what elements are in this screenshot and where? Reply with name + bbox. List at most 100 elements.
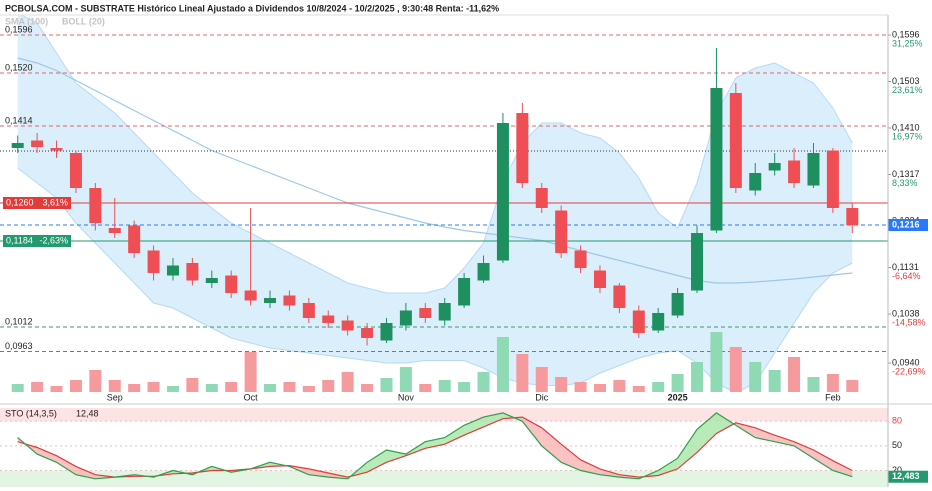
candle-body — [458, 278, 471, 306]
sto-fill — [444, 425, 465, 445]
volume-bar — [128, 384, 141, 392]
volume-bar — [89, 370, 102, 392]
y-tick-pct: 31,25% — [892, 38, 923, 48]
candle-body — [283, 295, 296, 306]
candle-body — [574, 250, 587, 268]
sto-fill — [697, 412, 717, 453]
level-pct: 3,61% — [42, 197, 68, 207]
x-tick-label: Dic — [535, 392, 548, 402]
candle-body — [186, 263, 199, 281]
volume-bar — [749, 362, 762, 392]
y-tick-pct: 8,33% — [892, 178, 918, 188]
sto-fill — [464, 417, 484, 436]
sto-fill — [794, 441, 814, 459]
level-label: 0,1260 — [6, 197, 34, 207]
sto-tick-label: 80 — [892, 416, 902, 426]
sto-title: STO (14,3,5) — [5, 408, 57, 418]
x-tick-label: Oct — [244, 392, 259, 402]
sto-last-label: 12,483 — [892, 471, 920, 481]
candle-body — [89, 188, 102, 223]
level-box — [3, 197, 71, 209]
overbought-band — [0, 408, 888, 422]
y-tick-pct: -6,64% — [892, 271, 921, 281]
last-price-label: 0,1216 — [892, 219, 920, 229]
sto-tick-label: 20 — [892, 465, 902, 475]
candle-body — [768, 163, 781, 171]
volume-bar — [264, 384, 277, 392]
volume-bar — [788, 357, 801, 392]
candle-body — [516, 113, 529, 183]
volume-bar — [361, 384, 374, 392]
volume-bar — [458, 382, 471, 392]
candle-body — [846, 208, 859, 225]
sto-fill — [677, 429, 698, 469]
y-tick-label: 0,1131 — [892, 262, 919, 272]
volume-bar — [613, 380, 626, 392]
candle-body — [652, 313, 665, 331]
legend-sma: SMA (100) — [5, 16, 48, 26]
sto-fill — [75, 466, 96, 479]
volume-bar — [205, 384, 218, 392]
candle-body — [108, 228, 121, 233]
y-tick-label: 0,1503 — [892, 76, 920, 86]
main-plot — [0, 15, 888, 392]
sto-fill — [813, 449, 833, 471]
volume-bar — [283, 382, 296, 392]
candle-body — [749, 173, 762, 191]
candle-body — [205, 278, 218, 283]
candle-body — [147, 250, 160, 273]
candle-body — [264, 298, 277, 303]
sto-fill — [522, 417, 542, 446]
y-tick-label: 0,1038 — [892, 308, 920, 318]
volume-bar — [147, 382, 160, 392]
candle-body — [496, 123, 509, 261]
volume-bar — [807, 377, 820, 392]
candle-body — [807, 153, 820, 186]
volume-bar — [69, 380, 82, 392]
candle-body — [555, 210, 568, 253]
legend-boll: BOLL (20) — [62, 16, 105, 26]
y-tick-label: 0,1410 — [892, 122, 920, 132]
volume-bar — [438, 380, 451, 392]
level-label: 0,1596 — [5, 24, 33, 34]
candle-body — [244, 290, 257, 301]
sto-fill — [367, 449, 387, 473]
candle-body — [826, 150, 839, 208]
candle-body — [691, 233, 704, 291]
volume-bar — [108, 380, 121, 392]
sto-fill — [37, 447, 57, 463]
y-tick-pct: 16,97% — [892, 131, 923, 141]
candle-body — [438, 303, 451, 321]
y-tick-pct: 23,61% — [892, 85, 923, 95]
y-tick-pct: -22,69% — [892, 366, 926, 376]
chart-title: PCBOLSA.COM - SUBSTRATE Histórico Lineal… — [5, 3, 499, 13]
volume-bar — [652, 382, 665, 392]
candle-body — [788, 160, 801, 183]
candle-body — [535, 188, 548, 208]
candle-body — [361, 328, 374, 338]
level-label: 0,1184 — [6, 235, 33, 245]
boll-fill — [17, 15, 853, 392]
volume-bar — [419, 384, 432, 392]
volume-bar — [302, 386, 315, 392]
volume-bar — [691, 362, 704, 392]
candle-body — [710, 88, 723, 231]
sto-fill — [716, 412, 736, 434]
level-label: 0,1520 — [5, 62, 33, 72]
sto-tick-label: 50 — [892, 440, 902, 450]
volume-bar — [516, 354, 529, 392]
volume-bar — [826, 374, 839, 392]
candle-body — [128, 225, 141, 253]
candle-body — [50, 148, 63, 151]
candle-body — [380, 323, 393, 341]
candle-body — [322, 315, 335, 323]
level-label: 0,1012 — [5, 316, 33, 326]
sto-fill — [56, 455, 76, 475]
level-box — [3, 235, 71, 247]
volume-bar — [768, 370, 781, 392]
volume-bar — [574, 382, 587, 392]
x-tick-label: Nov — [398, 392, 415, 402]
volume-bar — [632, 386, 645, 392]
volume-bar — [477, 372, 490, 392]
